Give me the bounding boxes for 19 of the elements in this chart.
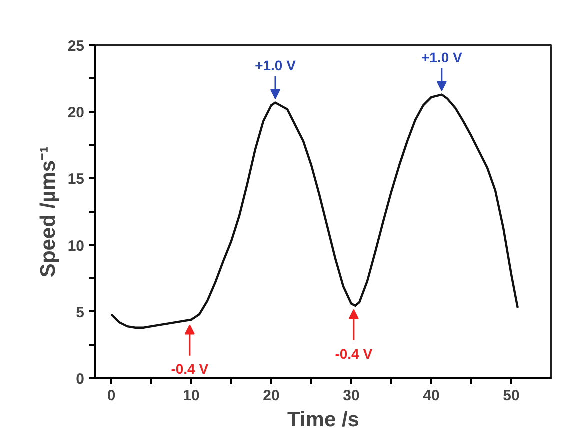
y-axis-title: Speed /µms⁻¹ [36,146,60,278]
x-tick-label: 10 [183,388,200,404]
annotation: +1.0 V [421,49,463,66]
x-tick-label: 50 [503,388,520,404]
y-tick-label: 20 [68,104,85,122]
y-tick-label: 15 [68,171,85,188]
annotation: -0.4 V [335,346,374,362]
x-axis-title: Time /s [288,408,360,432]
x-tick-label: 30 [343,388,360,404]
x-tick-label: 40 [423,388,440,404]
y-tick-label: 25 [68,38,85,55]
line-series [110,94,519,329]
y-tick-label: 5 [76,304,84,322]
y-tick-label: 0 [76,371,84,388]
annotation: -0.4 V [171,361,210,378]
x-tick-label: 20 [263,388,280,404]
x-tick-label: 0 [107,388,116,404]
y-tick-label: 10 [68,238,85,255]
annotation: +1.0 V [255,57,297,74]
